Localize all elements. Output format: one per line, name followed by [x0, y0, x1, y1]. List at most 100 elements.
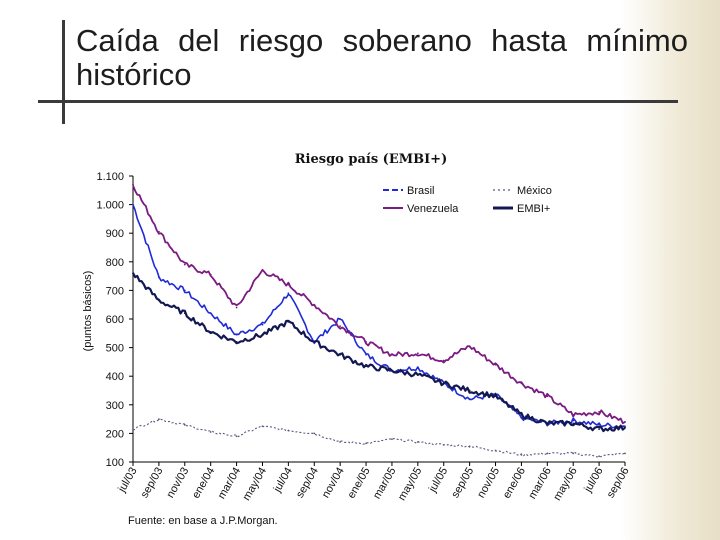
y-tick-label: 700: [106, 285, 124, 297]
legend-label-brasil: Brasil: [407, 185, 435, 197]
data-point: [442, 382, 445, 385]
data-point: [520, 382, 523, 385]
data-point: [287, 283, 290, 286]
data-point: [183, 263, 186, 266]
x-tick-label: nov/04: [320, 466, 347, 501]
x-tick-label: may/04: [241, 466, 269, 503]
data-point: [494, 363, 497, 366]
x-tick-label: ene/05: [345, 466, 372, 501]
series-line-m-xico: [132, 418, 626, 458]
slide-title: Caída del riesgo soberano hasta mínimo h…: [76, 23, 688, 92]
data-point: [365, 353, 367, 356]
y-tick-label: 800: [106, 257, 124, 269]
series-line-venezuela: [132, 185, 626, 425]
x-tick-label: may/06: [551, 466, 579, 503]
data-point: [572, 452, 575, 455]
data-point: [339, 353, 342, 356]
data-point: [209, 431, 212, 433]
x-tick-label: mar/04: [216, 466, 244, 502]
data-point: [132, 428, 134, 431]
data-point: [157, 418, 160, 420]
data-point: [287, 292, 290, 295]
data-point: [546, 422, 549, 425]
data-point: [365, 442, 367, 445]
data-point: [365, 365, 367, 368]
data-point: [183, 289, 186, 292]
data-point: [572, 419, 575, 422]
data-point: [520, 453, 523, 456]
data-point: [339, 325, 342, 328]
data-point: [261, 425, 264, 428]
x-tick-label: nov/05: [475, 466, 502, 501]
x-tick-label: nov/03: [164, 466, 191, 501]
data-point: [313, 303, 316, 306]
data-point: [157, 230, 160, 233]
data-point: [520, 413, 523, 416]
data-point: [157, 299, 160, 302]
data-point: [572, 422, 575, 425]
x-tick-label: jul/06: [582, 466, 606, 496]
legend-label-mexico: México: [517, 185, 552, 197]
data-point: [624, 452, 626, 455]
data-point: [339, 318, 342, 320]
data-point: [132, 203, 134, 206]
chart-title: Riesgo país (EMBI+): [295, 152, 447, 167]
data-point: [261, 333, 264, 336]
data-point: [287, 429, 290, 432]
y-tick-label: 600: [106, 314, 124, 326]
data-point: [391, 438, 393, 441]
data-point: [313, 340, 316, 343]
data-point: [494, 449, 497, 452]
x-tick-label: jul/05: [426, 466, 450, 496]
x-tick-label: mar/05: [371, 466, 399, 502]
data-point: [494, 395, 497, 398]
data-point: [287, 320, 290, 323]
data-point: [183, 423, 186, 426]
data-point: [209, 312, 212, 315]
series-line-embi-: [132, 272, 626, 433]
data-point: [520, 416, 523, 419]
y-tick-label: 400: [106, 371, 124, 383]
y-tick-label: 300: [106, 400, 124, 412]
x-tick-label: sep/03: [139, 466, 166, 501]
data-point: [209, 273, 212, 276]
title-divider-horizontal: [38, 100, 678, 103]
y-tick-label: 200: [106, 428, 124, 440]
data-point: [546, 452, 549, 455]
data-point: [442, 443, 445, 446]
y-tick-label: 900: [106, 228, 124, 240]
data-point: [468, 398, 471, 400]
x-tick-label: sep/04: [294, 466, 321, 501]
x-tick-label: jul/03: [116, 466, 140, 496]
y-tick-label: 500: [106, 343, 124, 355]
legend-label-venezuela: Venezuela: [407, 203, 459, 215]
data-point: [261, 323, 264, 326]
data-point: [157, 276, 160, 279]
y-axis-label: (puntos básicos): [82, 271, 94, 352]
data-point: [468, 389, 471, 392]
y-tick-label: 100: [106, 457, 124, 469]
data-point: [235, 333, 238, 336]
data-point: [132, 272, 134, 275]
legend: Brasil Venezuela México EMBI+: [383, 185, 552, 215]
x-tick-label: sep/06: [605, 466, 632, 501]
y-ticks: 100 200 300 400 500 600 700 800 900 1.000 1.100: [96, 171, 133, 469]
x-tick-label: ene/04: [190, 466, 217, 501]
decorative-background: [620, 0, 720, 540]
legend-label-embi: EMBI+: [517, 203, 550, 215]
data-point: [339, 441, 342, 443]
series-line-brasil: [132, 204, 626, 429]
data-point: [416, 441, 419, 443]
data-point: [598, 428, 601, 431]
data-point: [209, 330, 212, 333]
data-point: [468, 445, 471, 448]
data-point: [598, 411, 601, 413]
data-point: [391, 353, 393, 356]
data-point: [598, 423, 601, 426]
data-point: [468, 345, 471, 348]
data-point: [624, 425, 626, 428]
data-point: [624, 421, 626, 423]
data-point: [572, 413, 575, 416]
